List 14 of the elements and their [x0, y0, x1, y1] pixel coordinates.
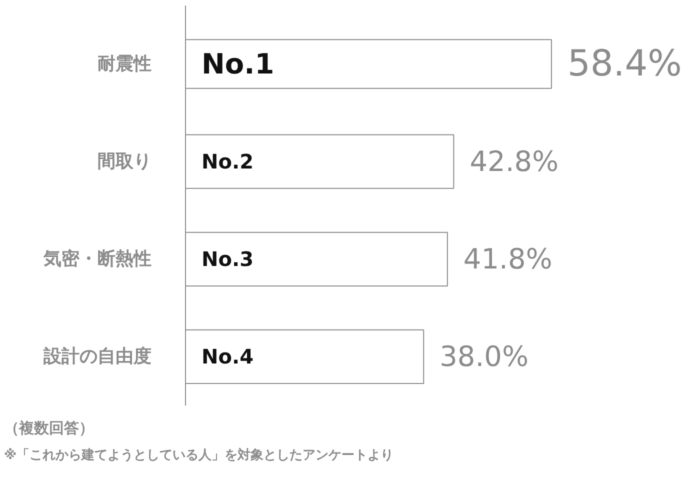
y-tick-label: 間取り [98, 151, 152, 172]
annotation: No.4 [202, 344, 254, 369]
text: （複数回答） [4, 418, 94, 439]
data-label: 38.0% [440, 340, 529, 374]
data-label: 42.8% [470, 145, 559, 178]
text: ※「これから建てようとしている人」を対象としたアンケートより [4, 447, 394, 466]
annotation: No.2 [202, 150, 254, 174]
annotation: No.3 [202, 247, 254, 272]
data-label: 41.8% [463, 242, 552, 276]
y-tick-label: 耐震性 [98, 54, 152, 75]
data-label: 58.4% [567, 44, 682, 85]
y-tick-label: 設計の自由度 [42, 346, 152, 368]
y-tick-label: 気密・断熱性 [42, 248, 152, 270]
annotation: No.1 [202, 48, 274, 81]
